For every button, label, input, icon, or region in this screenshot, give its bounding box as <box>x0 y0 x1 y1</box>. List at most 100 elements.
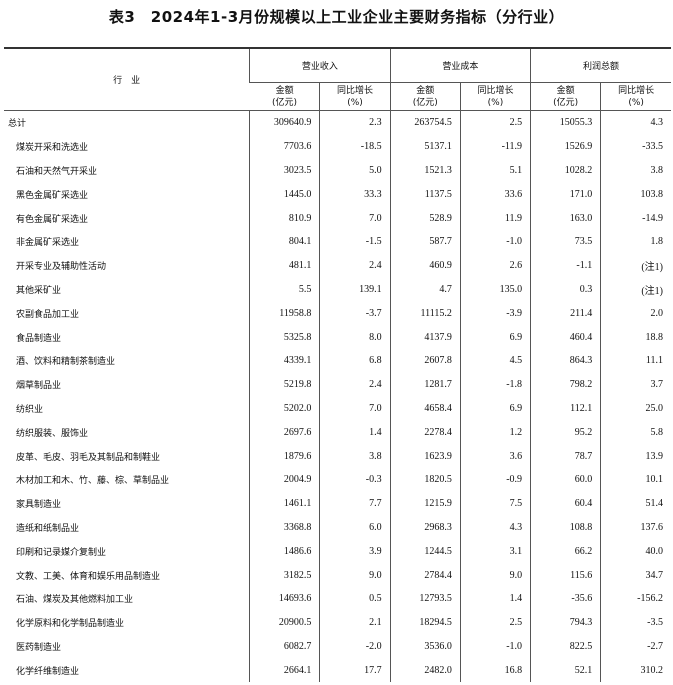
profit-growth: 40.0 <box>600 539 671 564</box>
cost-amount: 2607.8 <box>389 348 461 373</box>
profit-growth: -2.7 <box>600 634 671 659</box>
table-row: 化学原料和化学制品制造业 20900.5 2.1 18294.5 2.5 794.3 -3.… <box>4 610 671 635</box>
profit-growth: 5.8 <box>600 420 671 445</box>
profit-growth: -14.9 <box>600 206 671 230</box>
profit-growth: -156.2 <box>600 586 671 611</box>
cost-growth: 16.8 <box>459 658 531 683</box>
profit-growth: 13.9 <box>600 444 671 468</box>
profit-growth: 10.1 <box>600 467 671 492</box>
cost-growth: 6.9 <box>459 325 531 349</box>
profit-growth: 137.6 <box>600 515 671 540</box>
table-row: 家具制造业 1461.1 7.7 1215.9 7.5 60.4 51.4 <box>4 491 671 516</box>
header-amount: 金额 (亿元) <box>389 82 461 111</box>
cost-growth: 1.4 <box>459 586 531 611</box>
header-profit: 利润总额 <box>530 47 671 83</box>
profit-growth: 2.0 <box>600 301 671 326</box>
revenue-amount: 2004.9 <box>249 467 320 492</box>
cost-growth: 1.2 <box>459 420 531 445</box>
cost-growth: 135.0 <box>459 277 531 302</box>
industry-name: 文教、工美、体育和娱乐用品制造业 <box>16 571 161 582</box>
revenue-amount: 14693.6 <box>249 586 320 611</box>
revenue-growth: 5.0 <box>319 158 391 183</box>
revenue-amount: 1486.6 <box>249 539 320 564</box>
revenue-growth: 17.7 <box>319 658 391 683</box>
revenue-growth: 3.9 <box>319 539 391 564</box>
profit-amount: 864.3 <box>530 348 601 373</box>
profit-growth: (注1) <box>600 253 671 278</box>
cost-growth: -1.0 <box>459 634 531 659</box>
header-amount: 金额 (亿元) <box>249 82 320 111</box>
header-revenue: 营业收入 <box>249 47 391 83</box>
profit-amount: 798.2 <box>530 372 601 397</box>
header-label: 金额 <box>556 85 575 96</box>
profit-amount: 112.1 <box>530 396 601 421</box>
industry-name: 总计 <box>8 119 27 130</box>
industry-name: 农副食品加工业 <box>16 309 80 320</box>
cost-growth: 3.1 <box>459 539 531 564</box>
profit-amount: 66.2 <box>530 539 601 564</box>
header-label: 同比增长 <box>477 85 514 96</box>
cost-growth: 4.3 <box>459 515 531 540</box>
cost-amount: 528.9 <box>389 206 461 230</box>
header-unit: (亿元) <box>553 97 579 108</box>
industry-name: 纺织业 <box>16 404 44 415</box>
industry-name: 黑色金属矿采选业 <box>16 190 89 201</box>
table-row: 烟草制品业 5219.8 2.4 1281.7 -1.8 798.2 3.7 <box>4 372 671 397</box>
revenue-amount: 6082.7 <box>249 634 320 659</box>
revenue-amount: 3023.5 <box>249 158 320 183</box>
cost-amount: 4.7 <box>389 277 461 302</box>
header-unit: (%) <box>347 97 363 108</box>
revenue-growth: 6.0 <box>319 515 391 540</box>
cost-growth: 9.0 <box>459 563 531 587</box>
cost-amount: 3536.0 <box>389 634 461 659</box>
table-row: 石油、煤炭及其他燃料加工业 14693.6 0.5 12793.5 1.4 -35.6 -1… <box>4 586 671 611</box>
table-row: 皮革、毛皮、羽毛及其制品和制鞋业 1879.6 3.8 1623.9 3.6 78.7 13… <box>4 444 671 468</box>
profit-growth: 3.7 <box>600 372 671 397</box>
table-row: 印刷和记录媒介复制业 1486.6 3.9 1244.5 3.1 66.2 40.0 <box>4 539 671 564</box>
industry-name: 造纸和纸制品业 <box>16 523 80 534</box>
revenue-amount: 804.1 <box>249 229 320 254</box>
industry-name: 开采专业及辅助性活动 <box>16 262 107 273</box>
revenue-amount: 1461.1 <box>249 491 320 516</box>
revenue-amount: 20900.5 <box>249 610 320 635</box>
profit-amount: 822.5 <box>530 634 601 659</box>
profit-amount: 78.7 <box>530 444 601 468</box>
industry-name: 非金属矿采选业 <box>16 238 80 249</box>
header-label: 同比增长 <box>337 85 374 96</box>
revenue-amount: 4339.1 <box>249 348 320 373</box>
profit-growth: 51.4 <box>600 491 671 516</box>
cost-growth: -0.9 <box>459 467 531 492</box>
profit-amount: 211.4 <box>530 301 601 326</box>
revenue-amount: 3368.8 <box>249 515 320 540</box>
header-label: 同比增长 <box>618 85 655 96</box>
profit-growth: 4.3 <box>600 110 671 135</box>
cost-growth: 11.9 <box>459 206 531 230</box>
cost-amount: 4658.4 <box>389 396 461 421</box>
header-growth: 同比增长 (%) <box>600 82 671 111</box>
revenue-growth: 7.0 <box>319 206 391 230</box>
header-label: 金额 <box>275 85 294 96</box>
profit-amount: 60.0 <box>530 467 601 492</box>
table-row: 非金属矿采选业 804.1 -1.5 587.7 -1.0 73.5 1.8 <box>4 229 671 254</box>
revenue-growth: 8.0 <box>319 325 391 349</box>
industry-name: 化学纤维制造业 <box>16 666 80 677</box>
cost-amount: 587.7 <box>389 229 461 254</box>
cost-growth: 3.6 <box>459 444 531 468</box>
cost-amount: 1521.3 <box>389 158 461 183</box>
cost-amount: 1244.5 <box>389 539 461 564</box>
cost-growth: -1.0 <box>459 229 531 254</box>
profit-growth: 1.8 <box>600 229 671 254</box>
revenue-amount: 810.9 <box>249 206 320 230</box>
revenue-amount: 5202.0 <box>249 396 320 421</box>
industry-name: 皮革、毛皮、羽毛及其制品和制鞋业 <box>16 452 161 463</box>
industry-name: 其他采矿业 <box>16 285 62 296</box>
cost-growth: 2.5 <box>459 610 531 635</box>
revenue-amount: 2664.1 <box>249 658 320 683</box>
cost-amount: 460.9 <box>389 253 461 278</box>
revenue-amount: 5325.8 <box>249 325 320 349</box>
revenue-growth: 2.4 <box>319 372 391 397</box>
profit-amount: 52.1 <box>530 658 601 683</box>
cost-amount: 1820.5 <box>389 467 461 492</box>
header-cost: 营业成本 <box>389 47 531 83</box>
profit-amount: 0.3 <box>530 277 601 302</box>
